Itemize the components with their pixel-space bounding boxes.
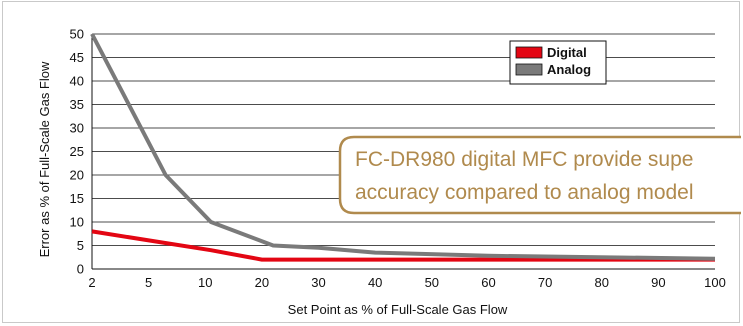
- y-tick-label-40: 40: [70, 74, 84, 89]
- x-tick-label-100: 100: [704, 275, 726, 290]
- y-tick-label-20: 20: [70, 168, 84, 183]
- annotation-box: [338, 135, 741, 215]
- x-tick-label-30: 30: [311, 275, 325, 290]
- x-tick-label-50: 50: [425, 275, 439, 290]
- series-lines: [90, 33, 716, 262]
- legend: Digital Analog: [509, 40, 607, 85]
- y-tick-label-35: 35: [70, 97, 84, 112]
- y-tick-labels: 0 5 10 15 20 25 30 35 40 45 50: [70, 27, 84, 277]
- x-tick-label-70: 70: [538, 275, 552, 290]
- y-tick-label-25: 25: [70, 144, 84, 159]
- x-tick-label-60: 60: [481, 275, 495, 290]
- x-axis-title: Set Point as % of Full-Scale Gas Flow: [288, 302, 508, 317]
- x-tick-label-80: 80: [594, 275, 608, 290]
- x-tick-label-2: 2: [88, 275, 95, 290]
- y-axis-title: Error as % of Full-Scale Gas Flow: [37, 61, 52, 257]
- annotation-callout: FC-DR980 digital MFC provide supe accura…: [338, 135, 741, 215]
- y-tick-label-0: 0: [77, 262, 84, 277]
- annotation-line-1: FC-DR980 digital MFC provide supe: [355, 148, 693, 171]
- x-tick-label-10: 10: [198, 275, 212, 290]
- legend-label-analog: Analog: [547, 62, 591, 77]
- x-tick-label-40: 40: [368, 275, 382, 290]
- y-tick-label-30: 30: [70, 121, 84, 136]
- axes: [91, 34, 715, 270]
- y-tick-label-45: 45: [70, 50, 84, 65]
- y-tick-label-15: 15: [70, 191, 84, 206]
- y-tick-label-10: 10: [70, 215, 84, 230]
- x-tick-label-20: 20: [255, 275, 269, 290]
- annotation-line-2: accuracy compared to analog model: [355, 181, 694, 204]
- y-tick-label-5: 5: [77, 238, 84, 253]
- x-tick-labels: 2 5 10 20 30 40 50 60 70 80 90 100: [88, 275, 725, 290]
- series-line-digital: [91, 229, 715, 262]
- series-line-analog: [90, 33, 716, 261]
- y-tick-label-50: 50: [70, 27, 84, 42]
- x-tick-label-90: 90: [651, 275, 665, 290]
- legend-swatch-analog: [515, 63, 543, 76]
- legend-label-digital: Digital: [547, 45, 587, 60]
- legend-swatch-digital: [515, 46, 543, 59]
- x-tick-label-5: 5: [145, 275, 152, 290]
